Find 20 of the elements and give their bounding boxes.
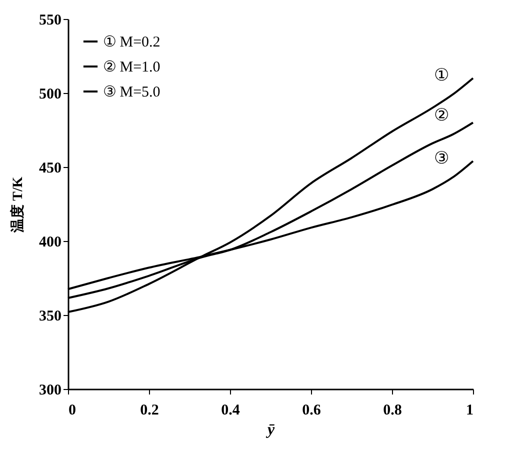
y-tick-label: 500 <box>39 86 62 102</box>
y-tick-label: 550 <box>39 12 62 28</box>
x-tick-label: 1 <box>466 402 474 418</box>
annotation: ② <box>434 105 449 124</box>
legend-label: ③ M=5.0 <box>103 84 160 100</box>
x-tick-label: 0.2 <box>140 402 159 418</box>
x-axis-title: ȳ <box>265 422 276 438</box>
annotation: ① <box>434 65 449 84</box>
x-tick-label: 0.6 <box>302 402 322 418</box>
y-tick-label: 450 <box>39 160 62 176</box>
y-tick-label: 400 <box>39 234 62 250</box>
legend-label: ② M=1.0 <box>103 60 160 76</box>
x-tick-label: 0 <box>68 402 76 418</box>
legend-label: ① M=0.2 <box>103 34 160 50</box>
y-tick-label: 350 <box>39 308 62 324</box>
annotation: ③ <box>434 148 449 168</box>
y-axis-title: 温度 T/K <box>9 176 26 234</box>
y-tick-label: 300 <box>39 382 62 398</box>
x-tick-label: 0.8 <box>383 402 402 418</box>
x-tick-label: 0.4 <box>221 402 240 418</box>
